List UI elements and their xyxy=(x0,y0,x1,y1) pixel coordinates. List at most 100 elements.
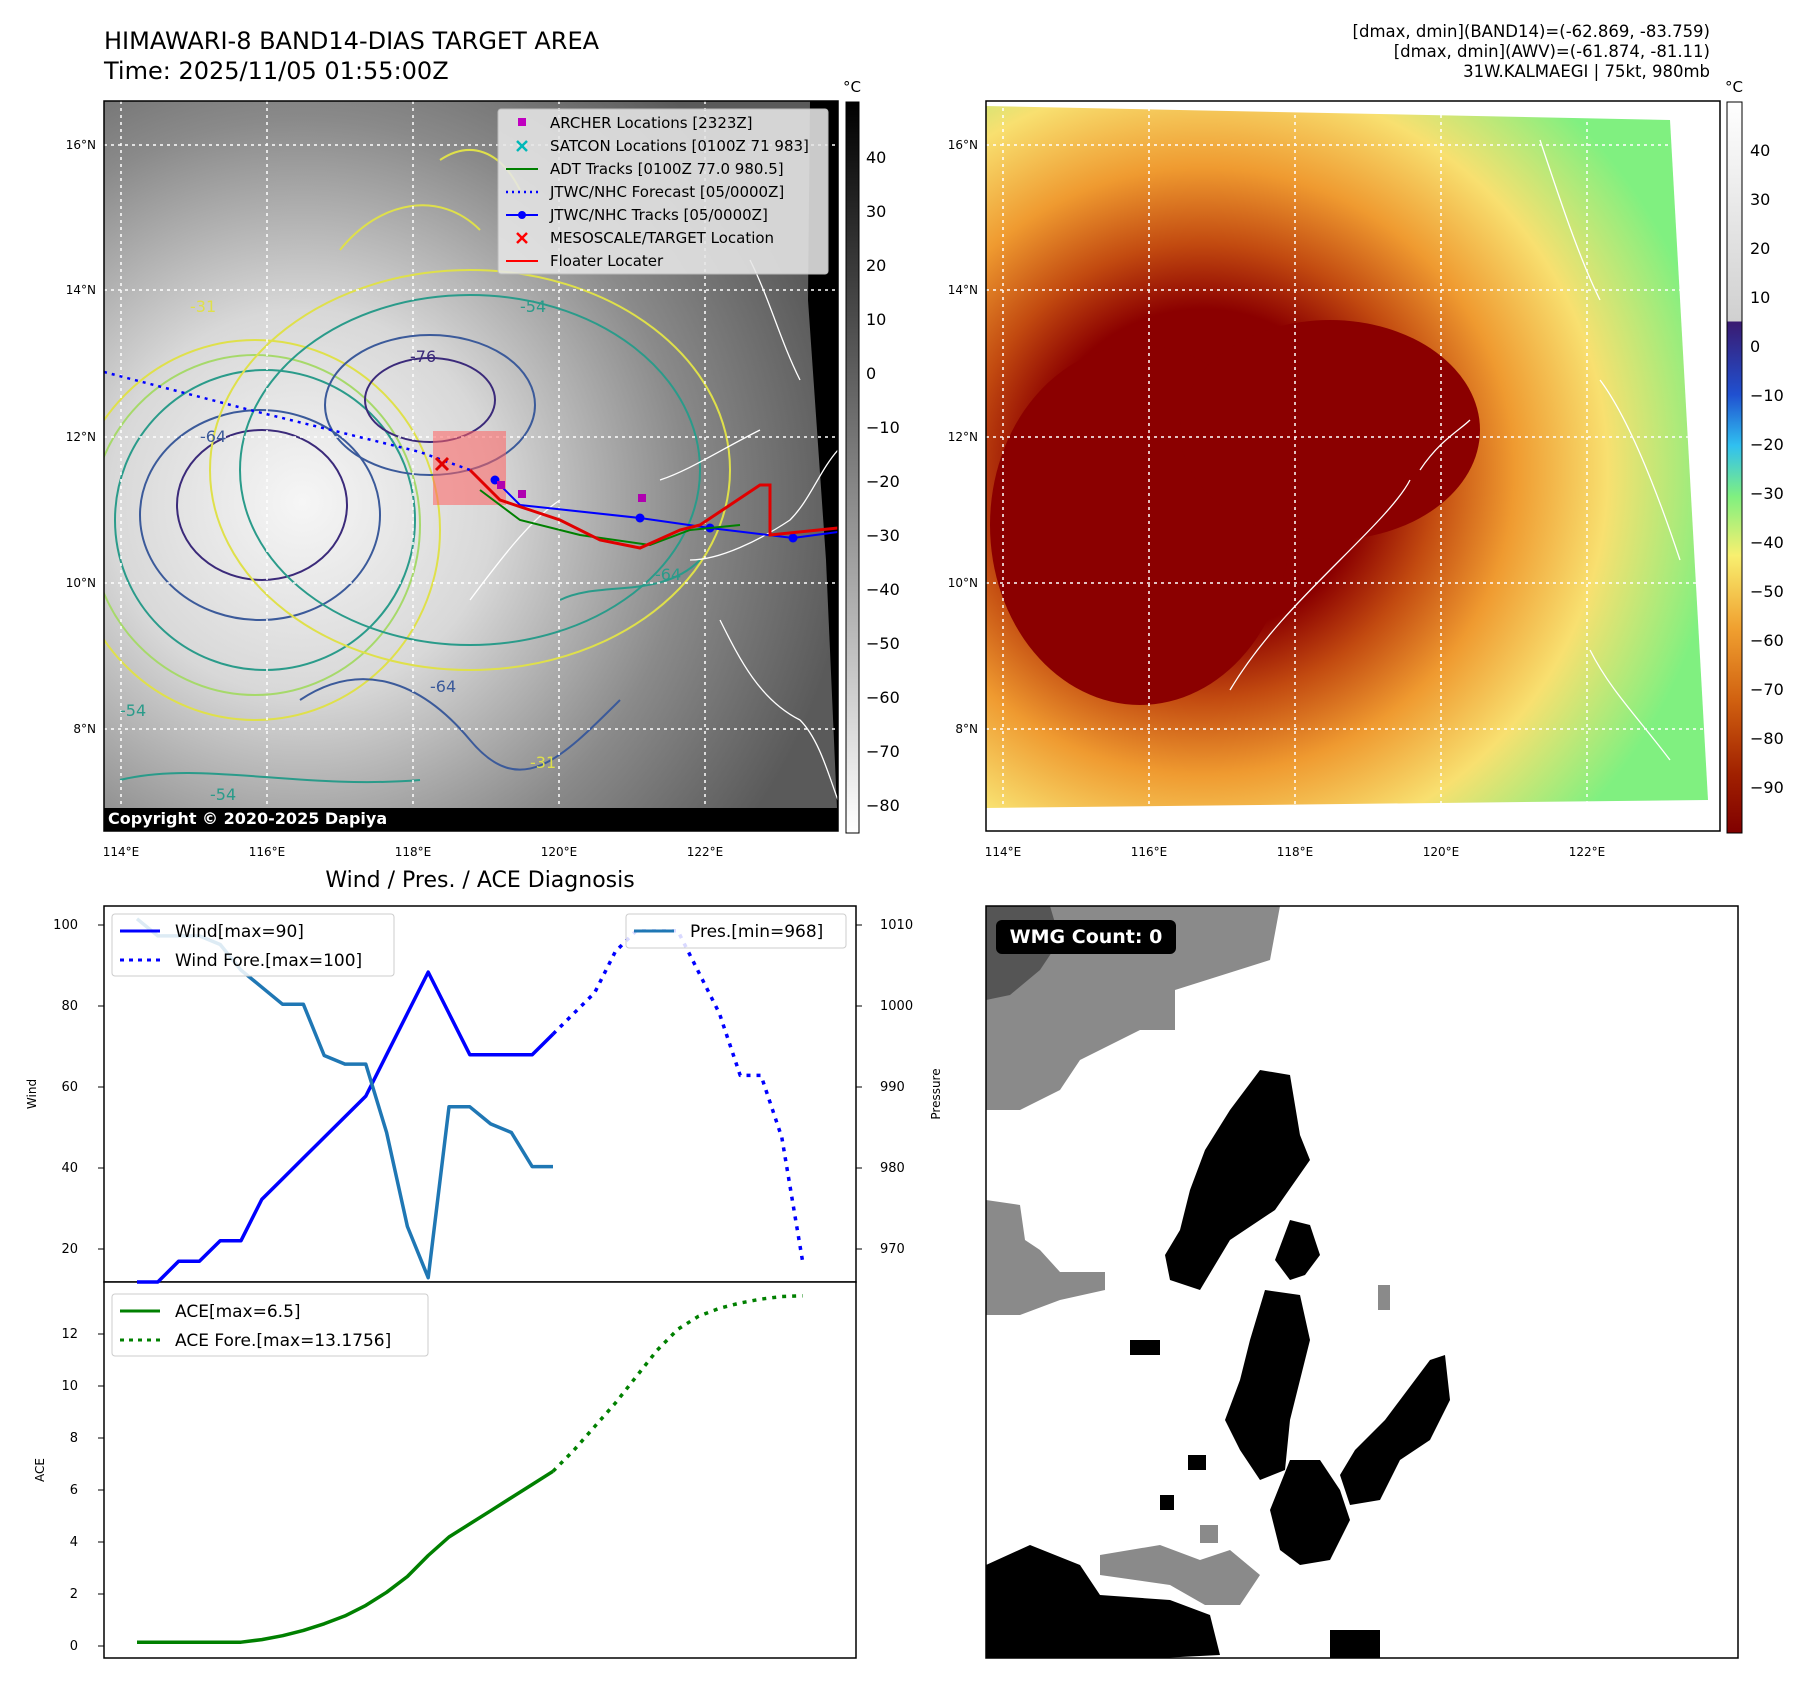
legend-archer-swatch xyxy=(518,118,526,126)
svg-text:0: 0 xyxy=(866,364,876,383)
svg-text:118°E: 118°E xyxy=(395,845,432,859)
svg-text:40: 40 xyxy=(1750,141,1770,160)
copyright-text: Copyright © 2020-2025 Dapiya xyxy=(108,809,388,828)
awv-colorbar-unit: °C xyxy=(1725,78,1743,96)
storm-info: [dmax, dmin](BAND14)=(-62.869, -83.759) … xyxy=(1353,22,1710,82)
wind-ticks: 100 80 60 40 20 xyxy=(53,918,78,1257)
info-line-3: 31W.KALMAEGI | 75kt, 980mb xyxy=(1463,62,1710,81)
wmg-black-regions xyxy=(986,1070,1450,1658)
svg-text:-54: -54 xyxy=(210,785,236,804)
legend-forecast: JTWC/NHC Forecast [05/0000Z] xyxy=(549,183,784,201)
wmg-badge-bg xyxy=(996,920,1176,954)
ir-legend: ARCHER Locations [2323Z] SATCON Location… xyxy=(497,108,829,275)
awv-lat-ticks: 16°N 14°N 12°N 10°N 8°N xyxy=(948,138,978,736)
archer-markers xyxy=(497,481,646,502)
ir-frame xyxy=(103,100,839,832)
svg-text:20: 20 xyxy=(866,256,886,275)
jtwc-track-points xyxy=(490,475,798,543)
ir-colorbar-unit: °C xyxy=(843,78,861,96)
ir-contour-labels: -31 -54 -64 -76 -64 -64 -54 -54 -31 xyxy=(120,297,681,804)
diag-title: Wind / Pres. / ACE Diagnosis xyxy=(325,868,634,893)
ir-colorbar xyxy=(845,101,860,834)
legend-satcon: SATCON Locations [0100Z 71 983] xyxy=(550,137,809,155)
ace-ylabel: ACE xyxy=(33,1458,47,1482)
awv-colorbar xyxy=(1726,101,1743,834)
svg-text:40: 40 xyxy=(61,1161,78,1176)
svg-text:122°E: 122°E xyxy=(1569,845,1606,859)
svg-text:40: 40 xyxy=(866,148,886,167)
legend-wind: Wind[max=90] xyxy=(175,922,304,942)
jtwc-track xyxy=(494,479,838,540)
svg-text:−30: −30 xyxy=(866,526,900,545)
ace-ticks: 12 10 8 6 4 2 0 xyxy=(61,1327,78,1654)
svg-text:0: 0 xyxy=(70,1639,78,1654)
ir-contours xyxy=(104,149,731,784)
svg-text:20: 20 xyxy=(61,1242,78,1257)
svg-text:10°N: 10°N xyxy=(948,576,978,590)
svg-text:2: 2 xyxy=(70,1587,78,1602)
svg-text:8°N: 8°N xyxy=(955,722,978,736)
wind-legend: Wind[max=90] Wind Fore.[max=100] xyxy=(111,913,395,977)
svg-text:114°E: 114°E xyxy=(985,845,1022,859)
svg-text:-64: -64 xyxy=(200,427,226,446)
svg-text:-64: -64 xyxy=(655,565,681,584)
wmg-panel: WMG Count: 0 xyxy=(985,905,1739,1659)
svg-text:1000: 1000 xyxy=(880,999,913,1014)
ir-nodata-edge xyxy=(808,101,838,831)
series-line-2-0 xyxy=(137,1469,554,1644)
svg-text:−60: −60 xyxy=(1750,631,1784,650)
title-line-2: Time: 2025/11/05 01:55:00Z xyxy=(104,57,449,85)
svg-text:6: 6 xyxy=(70,1483,78,1498)
svg-text:122°E: 122°E xyxy=(687,845,724,859)
legend-ace-fore: ACE Fore.[max=13.1756] xyxy=(175,1331,391,1351)
awv-gridlines xyxy=(986,101,1720,831)
svg-text:−50: −50 xyxy=(1750,582,1784,601)
svg-text:−20: −20 xyxy=(866,472,900,491)
info-line-2: [dmax, dmin](AWV)=(-61.874, -81.11) xyxy=(1393,42,1710,61)
svg-text:−40: −40 xyxy=(866,580,900,599)
legend-archer: ARCHER Locations [2323Z] xyxy=(550,114,753,132)
svg-text:-31: -31 xyxy=(530,753,556,772)
svg-text:118°E: 118°E xyxy=(1277,845,1314,859)
wmg-badge: WMG Count: 0 xyxy=(1010,926,1163,948)
wmg-gray-regions xyxy=(986,906,1390,1605)
svg-text:80: 80 xyxy=(61,999,78,1014)
svg-text:−90: −90 xyxy=(1750,778,1784,797)
svg-text:−70: −70 xyxy=(866,742,900,761)
svg-text:20: 20 xyxy=(1750,239,1770,258)
svg-text:−10: −10 xyxy=(1750,386,1784,405)
svg-text:10: 10 xyxy=(866,310,886,329)
svg-text:14°N: 14°N xyxy=(948,283,978,297)
copyright-bar xyxy=(104,808,838,831)
svg-text:10°N: 10°N xyxy=(66,576,96,590)
svg-text:14°N: 14°N xyxy=(66,283,96,297)
svg-text:−80: −80 xyxy=(1750,729,1784,748)
pres-ylabel: Pressure xyxy=(929,1068,943,1119)
figure-title: HIMAWARI-8 BAND14-DIAS TARGET AREA Time:… xyxy=(104,26,599,86)
svg-text:30: 30 xyxy=(866,202,886,221)
svg-text:0: 0 xyxy=(1750,337,1760,356)
svg-text:12°N: 12°N xyxy=(66,430,96,444)
wmg-frame xyxy=(985,905,1739,1659)
title-line-1: HIMAWARI-8 BAND14-DIAS TARGET AREA xyxy=(104,27,600,55)
wind-ylabel: Wind xyxy=(25,1079,39,1109)
svg-text:16°N: 16°N xyxy=(66,138,96,152)
awv-coastlines xyxy=(1229,139,1681,761)
legend-ace: ACE[max=6.5] xyxy=(175,1302,301,1322)
legend-satcon-swatch xyxy=(516,140,528,152)
svg-text:100: 100 xyxy=(53,918,78,933)
svg-text:12°N: 12°N xyxy=(948,430,978,444)
pres-ticks: 1010 1000 990 980 970 xyxy=(880,918,913,1257)
svg-text:−20: −20 xyxy=(1750,435,1784,454)
svg-text:-54: -54 xyxy=(120,701,146,720)
legend-floater: Floater Locater xyxy=(550,252,664,270)
series-line-0-0 xyxy=(137,970,555,1284)
svg-text:10: 10 xyxy=(61,1379,78,1394)
legend-mesoscale: MESOSCALE/TARGET Location xyxy=(550,229,774,247)
svg-text:−40: −40 xyxy=(1750,533,1784,552)
svg-text:120°E: 120°E xyxy=(541,845,578,859)
diag-tick-marks xyxy=(98,924,862,1647)
svg-text:12: 12 xyxy=(61,1327,78,1342)
info-line-1: [dmax, dmin](BAND14)=(-62.869, -83.759) xyxy=(1352,22,1710,41)
